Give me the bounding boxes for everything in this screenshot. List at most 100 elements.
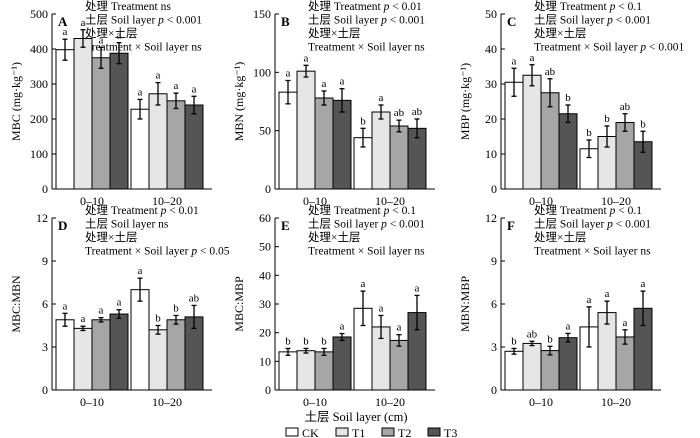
bar: [278, 351, 298, 391]
significance-letter: b: [586, 127, 592, 139]
y-tick-label: 3: [491, 340, 497, 354]
significance-letter: a: [174, 80, 179, 92]
y-tick-label: 6: [42, 297, 48, 311]
panel-annotation-line: Treatment × Soil layer ns: [308, 42, 425, 54]
panel-letter: C: [507, 14, 516, 29]
x-tick-label: 10–20: [375, 395, 405, 409]
legend-swatch: [381, 427, 395, 437]
significance-letter: b: [547, 333, 553, 345]
significance-letter: b: [511, 335, 517, 347]
bar: [522, 342, 542, 391]
y-tick-label: 0: [42, 383, 48, 397]
legend-label: CK: [302, 426, 319, 438]
x-tick-label: 0–10: [303, 194, 327, 208]
y-tick-label: 9: [491, 254, 497, 268]
bar: [615, 336, 635, 391]
y-tick-label: 3: [42, 340, 48, 354]
panel-B: 0 50 100 150 MBN (mg·kg⁻¹) B 处理 Treatment p < …: [232, 0, 435, 208]
significance-letter: a: [286, 68, 291, 80]
y-tick-label: 0: [42, 182, 48, 196]
x-tick-label: 0–10: [80, 395, 104, 409]
legend-item: T1: [335, 426, 365, 438]
y-axis-label: MBN:MBP: [458, 276, 472, 332]
significance-letter: ab: [545, 66, 556, 78]
bar: [91, 319, 111, 391]
panel-annotation-line: 处理×土层: [308, 27, 361, 40]
panel-annotation-line: 处理 Treatment p < 0.1: [534, 0, 642, 13]
bar: [166, 100, 186, 190]
panel-letter: A: [58, 14, 68, 29]
y-tick-label: 100: [253, 65, 271, 79]
bar: [314, 351, 334, 391]
panel-annotation-line: Treatment × Soil layer p < 0.001: [534, 42, 684, 54]
significance-letter: b: [321, 335, 327, 347]
y-tick-label: 100: [30, 147, 48, 161]
significance-letter: b: [173, 302, 179, 314]
y-tick-label: 0: [265, 383, 271, 397]
significance-letter: a: [397, 322, 402, 334]
y-tick-label: 400: [30, 42, 48, 56]
significance-letter: a: [117, 297, 122, 309]
y-tick-label: 9: [42, 254, 48, 268]
significance-letter: a: [81, 313, 86, 325]
y-tick-label: 0: [491, 182, 497, 196]
significance-letter: b: [604, 113, 610, 125]
x-tick-label: 0–10: [529, 194, 553, 208]
significance-letter: a: [623, 317, 628, 329]
legend-swatch: [427, 427, 441, 437]
significance-letter: a: [322, 78, 327, 90]
panel-annotation-line: Treatment × Soil layer ns: [85, 42, 202, 54]
significance-letter: a: [512, 55, 517, 67]
significance-letter: a: [379, 302, 384, 314]
bar: [296, 350, 316, 391]
significance-letter: a: [340, 321, 345, 333]
panel-annotation-line: Treatment × Soil layer ns: [534, 246, 651, 258]
y-tick-label: 12: [485, 211, 497, 225]
panel-E: 0 10 20 30 40 50 60 MBC:MBP E 处理 Treatment p < 0.…: [232, 204, 435, 409]
x-tick-label: 0–10: [529, 395, 553, 409]
y-axis-label: MBP (mg·kg⁻¹): [458, 63, 472, 140]
panel-annotation-line: 处理 Treatment p < 0.01: [85, 204, 199, 217]
panel-annotation-line: Treatment × Soil layer ns: [308, 246, 425, 258]
legend-item: CK: [285, 426, 319, 438]
bar: [371, 111, 391, 190]
legend-item: T3: [427, 426, 457, 438]
legend-item: T2: [381, 426, 411, 438]
y-tick-label: 150: [253, 7, 271, 21]
y-tick-label: 0: [491, 383, 497, 397]
significance-letter: b: [155, 313, 161, 325]
panel-letter: F: [507, 218, 515, 233]
bar: [148, 329, 168, 391]
y-axis-label: MBC:MBN: [9, 275, 23, 333]
y-tick-label: 40: [485, 42, 497, 56]
y-tick-label: 50: [485, 7, 497, 21]
x-tick-label: 10–20: [152, 194, 182, 208]
x-tick-label: 10–20: [375, 194, 405, 208]
significance-letter: a: [138, 86, 143, 98]
bar: [540, 350, 560, 391]
bar: [109, 52, 129, 190]
significance-letter: ab: [412, 106, 423, 118]
y-tick-label: 10: [485, 147, 497, 161]
panel-annotation-line: 土层 Soil layer ns: [85, 218, 169, 231]
x-tick-label: 10–20: [601, 194, 631, 208]
significance-letter: b: [303, 335, 309, 347]
y-tick-label: 200: [30, 112, 48, 126]
bar: [332, 336, 352, 391]
bar: [389, 339, 409, 391]
x-tick-label: 0–10: [303, 395, 327, 409]
y-tick-label: 10: [259, 354, 271, 368]
legend-swatch: [285, 427, 299, 437]
significance-letter: a: [566, 320, 571, 332]
bar: [91, 57, 111, 190]
y-tick-label: 40: [259, 268, 271, 282]
significance-letter: a: [63, 300, 68, 312]
legend-label: T1: [352, 426, 365, 438]
bar: [504, 81, 524, 190]
panel-F: 0 3 6 9 12 MBN:MBP F 处理 Treatment p < 0.1土层 Soi…: [458, 204, 661, 409]
panel-annotation-line: 处理×土层: [534, 27, 587, 40]
panel-annotation-line: 处理 Treatment p < 0.1: [534, 204, 642, 217]
panel-annotation-line: 处理×土层: [308, 231, 361, 244]
legend-label: T2: [398, 426, 411, 438]
